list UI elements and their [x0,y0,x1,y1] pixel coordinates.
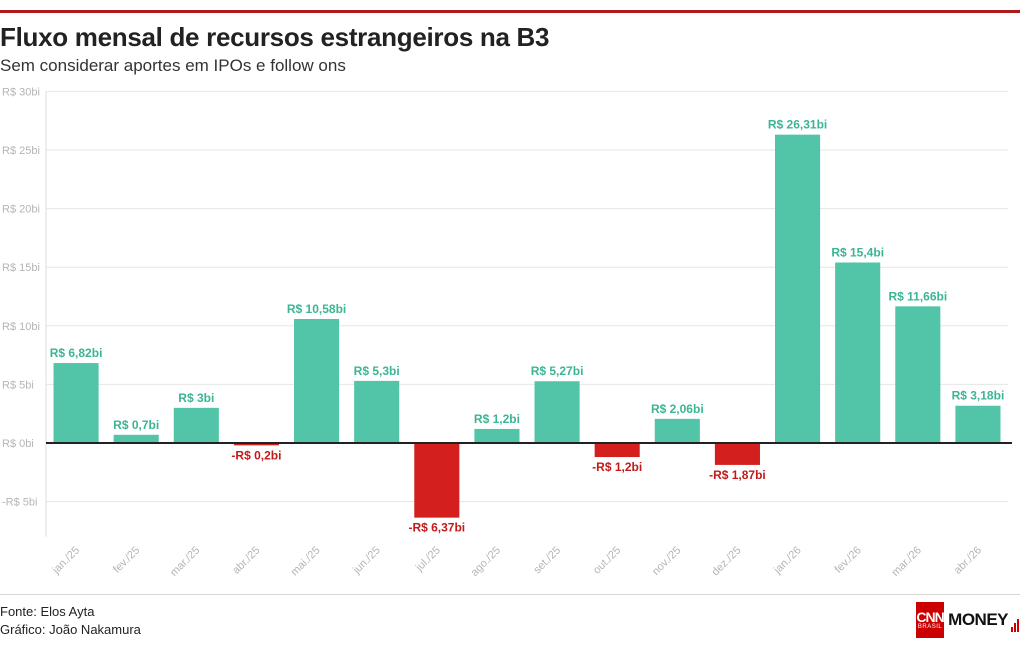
bar [654,418,700,443]
label-layer: R$ 6,82bi R$ 0,7bi R$ 3bi -R$ 0,2bi R$ 10,58… [50,118,1005,535]
y-tick-label: R$ 25bi [2,145,40,157]
bar [113,434,159,443]
data-label: R$ 2,06bi [651,402,704,416]
logo-money-text: MONEY [948,610,1008,629]
bar-chart-icon [1011,618,1020,632]
x-tick-label: mai./25 [289,544,323,578]
x-tick-label: jan./25 [50,544,83,577]
data-label: R$ 5,27bi [531,364,584,378]
data-label: R$ 10,58bi [287,302,346,316]
y-tick-label: R$ 0bi [2,438,34,450]
data-label: R$ 0,7bi [113,418,159,432]
data-label: R$ 5,3bi [354,364,400,378]
bar [594,443,640,458]
cnn-logo-badge: CNN BRASIL [916,602,945,638]
y-tick-label: R$ 10bi [2,321,40,333]
bar-layer [53,134,1001,518]
data-label: -R$ 0,2bi [231,448,281,462]
chart-subtitle: Sem considerar aportes em IPOs e follow … [0,56,346,75]
credit-note: Gráfico: João Nakamura [0,622,141,637]
bar [474,428,520,443]
logo-cnn-text: CNN [916,608,944,625]
data-label: R$ 15,4bi [831,246,884,260]
x-tick-label: abr./26 [952,544,984,576]
x-tick-label: abr./25 [230,544,262,576]
data-label: -R$ 1,2bi [592,460,642,474]
data-label: R$ 11,66bi [888,289,947,303]
data-label: -R$ 6,37bi [408,521,465,535]
bar [173,407,219,443]
bar [294,319,340,443]
bar [895,306,941,443]
x-tick-label: out./25 [591,544,623,576]
data-label: R$ 3,18bi [952,389,1005,403]
cnn-money-logo: CNN BRASIL MONEY [916,602,1020,638]
bar [714,443,760,465]
x-tick-label: nov./25 [650,544,683,577]
x-tick-label: fev./26 [833,544,864,575]
data-label: R$ 3bi [178,391,214,405]
x-tick-label: set./25 [531,544,563,576]
footer-rule [0,594,1020,595]
y-tick-label: R$ 15bi [2,262,40,274]
bar [955,405,1001,443]
chart-title: Fluxo mensal de recursos estrangeiros na… [0,22,550,52]
bar [53,363,99,443]
data-label: R$ 26,31bi [768,118,827,132]
bar [835,262,881,443]
y-tick-label: -R$ 5bi [2,497,37,509]
x-tick-label: mar./25 [168,544,202,578]
grid-layer [45,90,1008,537]
data-label: R$ 6,82bi [50,346,103,360]
bar [233,443,279,446]
bar [354,380,400,443]
x-tick-label: dez./25 [710,544,744,578]
x-tick-label: jul./25 [413,544,443,574]
data-label: R$ 1,2bi [474,412,520,426]
bar [414,443,460,518]
y-tick-label: R$ 30bi [2,86,40,98]
x-tick-label: ago./25 [469,544,503,578]
top-rule [0,10,1020,13]
bar-chart: R$ 6,82bi R$ 0,7bi R$ 3bi -R$ 0,2bi R$ 10,58… [2,86,1012,579]
y-tick-label: R$ 20bi [2,204,40,216]
y-tick-label: R$ 5bi [2,379,34,391]
bar [534,381,580,443]
x-tick-label: fev./25 [111,544,142,575]
x-tick-label: jan./26 [771,544,804,577]
logo-brasil-text: BRASIL [917,623,943,630]
source-note: Fonte: Elos Ayta [0,604,95,619]
bar [775,134,821,444]
x-tick-label: mar./26 [890,544,924,578]
x-tick-label: jun./25 [350,544,383,577]
data-label: -R$ 1,87bi [709,468,766,482]
